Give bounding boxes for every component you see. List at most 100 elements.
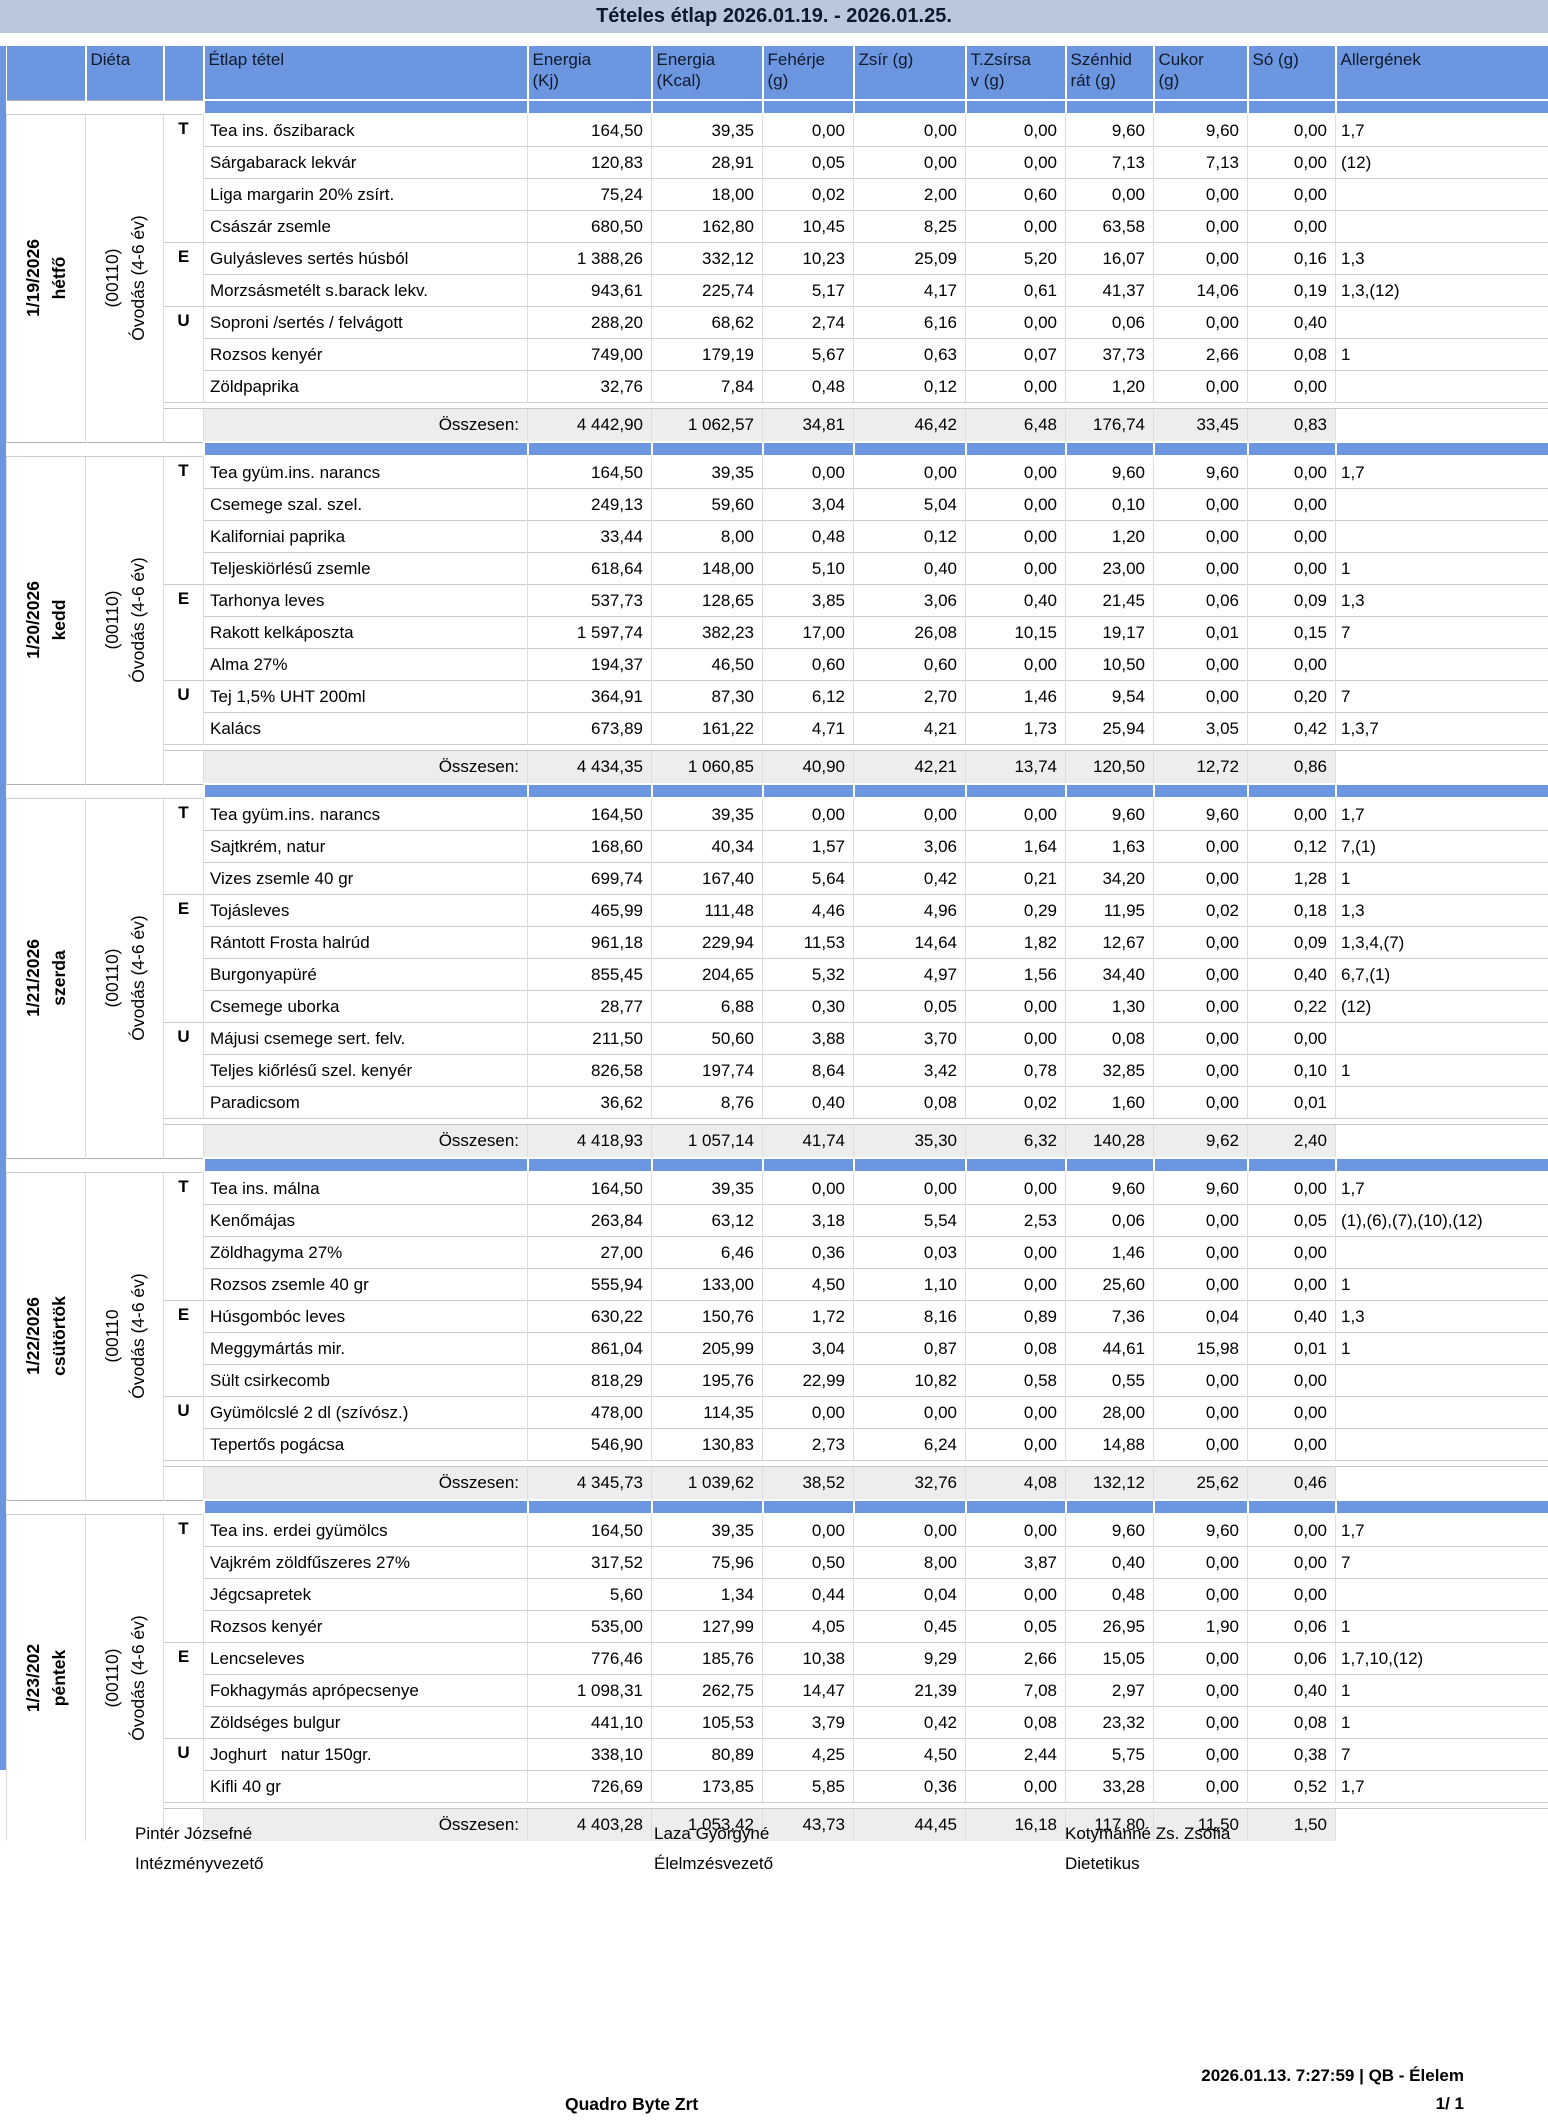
cell-cukor: 0,00 <box>1153 1578 1248 1611</box>
cell-zsir: 4,50 <box>853 1738 966 1771</box>
dieta-label: (00110 Óvodás (4-6 év) <box>101 1273 148 1399</box>
cell-szenhidrat: 25,60 <box>1065 1268 1154 1301</box>
cell-kj: 168,60 <box>527 830 652 863</box>
signature-role-2: Élelmzésvezető <box>654 1854 774 1873</box>
cell-cukor: 7,13 <box>1153 146 1248 179</box>
menu-row: Paradicsom 36,62 8,76 0,40 0,08 0,02 1,60 0,00 0… <box>7 1086 1548 1119</box>
cell-szenhidrat: 9,60 <box>1065 455 1154 489</box>
cell-kcal: 179,19 <box>651 338 763 371</box>
cell-kcal: 167,40 <box>651 862 763 895</box>
cell-so: 0,12 <box>1247 830 1336 863</box>
separator-bar <box>526 1499 652 1515</box>
menu-row: Alma 27% 194,37 46,50 0,60 0,60 0,00 10,50 0,00… <box>7 648 1548 681</box>
allergenek-cell <box>1335 1364 1548 1397</box>
menu-item-cell: Császár zsemle <box>203 210 528 243</box>
cell-kj: 338,10 <box>527 1738 652 1771</box>
separator-bar <box>1152 99 1248 115</box>
separator-bar <box>964 441 1066 457</box>
cell-so: 0,18 <box>1247 894 1336 927</box>
total-gap-cell <box>163 402 1548 409</box>
cell-szenhidrat: 23,32 <box>1065 1706 1154 1739</box>
cell-feherje: 17,00 <box>762 616 854 649</box>
cell-feherje: 4,71 <box>762 712 854 745</box>
total-gap-cell <box>163 1460 1548 1467</box>
menu-item-cell: Húsgombóc leves <box>203 1300 528 1333</box>
total-kj: 4 418,93 <box>527 1124 652 1158</box>
cell-so: 0,00 <box>1247 146 1336 179</box>
cell-zsir: 1,10 <box>853 1268 966 1301</box>
meal-type-cell: E <box>163 242 204 307</box>
menu-item-cell: Tea ins. erdei gyümölcs <box>203 1513 528 1547</box>
cell-szenhidrat: 34,20 <box>1065 862 1154 895</box>
separator-bar <box>852 1499 966 1515</box>
menu-row: Kaliforniai paprika 33,44 8,00 0,48 0,12 0,00… <box>7 520 1548 553</box>
allergenek-cell <box>1335 1086 1548 1119</box>
separator-bar <box>964 1499 1066 1515</box>
day-label-cell: 1/23/202 péntek <box>6 1513 86 1841</box>
allergenek-cell: 1,7 <box>1335 1513 1548 1547</box>
total-tzsirsav: 6,32 <box>965 1124 1066 1158</box>
cell-so: 0,19 <box>1247 274 1336 307</box>
cell-feherje: 14,47 <box>762 1674 854 1707</box>
cell-kj: 364,91 <box>527 680 652 713</box>
meal-type-cell: T <box>163 455 204 585</box>
separator-bar <box>1152 1157 1248 1173</box>
cell-szenhidrat: 19,17 <box>1065 616 1154 649</box>
separator-bar <box>1246 1499 1336 1515</box>
cell-kj: 441,10 <box>527 1706 652 1739</box>
menu-row: Csemege szal. szel. 249,13 59,60 3,04 5,04 0,… <box>7 488 1548 521</box>
total-feherje: 43,73 <box>762 1808 854 1841</box>
cell-feherje: 5,17 <box>762 274 854 307</box>
cell-cukor: 14,06 <box>1153 274 1248 307</box>
cell-kcal: 229,94 <box>651 926 763 959</box>
menu-row: Csemege uborka 28,77 6,88 0,30 0,05 0,00 1,30 0… <box>7 990 1548 1023</box>
cell-cukor: 0,00 <box>1153 552 1248 585</box>
cell-szenhidrat: 9,60 <box>1065 1171 1154 1205</box>
total-gap-cell <box>163 744 1548 751</box>
cell-szenhidrat: 0,10 <box>1065 488 1154 521</box>
total-gap-cell <box>163 1802 1548 1809</box>
separator-bar <box>202 1499 528 1515</box>
cell-szenhidrat: 0,08 <box>1065 1022 1154 1055</box>
col-header-energia-kcal: Energia (Kcal) <box>650 46 763 100</box>
separator-dieta-cell <box>85 1157 164 1172</box>
cell-szenhidrat: 0,55 <box>1065 1364 1154 1397</box>
cell-kj: 1 597,74 <box>527 616 652 649</box>
signature-role-3: Dietetikus <box>1065 1854 1140 1873</box>
col-header-item: Étlap tétel <box>202 46 528 100</box>
cell-kj: 1 388,26 <box>527 242 652 275</box>
separator-bar <box>1334 1499 1548 1515</box>
allergenek-cell: (12) <box>1335 990 1548 1023</box>
cell-feherje: 2,74 <box>762 306 854 339</box>
menu-row: Rozsos kenyér 535,00 127,99 4,05 0,45 0,05 26,… <box>7 1610 1548 1643</box>
cell-kj: 194,37 <box>527 648 652 681</box>
cell-zsir: 0,87 <box>853 1332 966 1365</box>
cell-so: 0,40 <box>1247 1300 1336 1333</box>
col-header-tzsirsav: T.Zsírsa v (g) <box>964 46 1066 100</box>
cell-so: 0,00 <box>1247 1546 1336 1579</box>
separator-meal-cell <box>163 1157 204 1172</box>
cell-kj: 465,99 <box>527 894 652 927</box>
cell-cukor: 0,00 <box>1153 1054 1248 1087</box>
cell-tzsirsav: 0,00 <box>965 306 1066 339</box>
cell-kcal: 50,60 <box>651 1022 763 1055</box>
menu-item-cell: Vajkrém zöldfűszeres 27% <box>203 1546 528 1579</box>
total-szenhidrat: 140,28 <box>1065 1124 1154 1158</box>
separator-day-cell <box>6 1157 86 1172</box>
day-separator <box>6 99 1548 115</box>
day-band: 1/21/2026 szerda (00110) Óvodás (4-6 év) T… <box>6 797 1548 1158</box>
total-zsir: 42,21 <box>853 750 966 784</box>
cell-kcal: 8,00 <box>651 520 763 553</box>
cell-so: 0,00 <box>1247 520 1336 553</box>
cell-kcal: 173,85 <box>651 1770 763 1803</box>
total-label-cell: Összesen: <box>203 1124 528 1158</box>
cell-kcal: 105,53 <box>651 1706 763 1739</box>
cell-kcal: 39,35 <box>651 1171 763 1205</box>
cell-tzsirsav: 0,00 <box>965 1428 1066 1461</box>
cell-tzsirsav: 1,64 <box>965 830 1066 863</box>
total-zsir: 46,42 <box>853 408 966 442</box>
cell-kcal: 111,48 <box>651 894 763 927</box>
cell-kj: 855,45 <box>527 958 652 991</box>
total-tzsirsav: 6,48 <box>965 408 1066 442</box>
cell-so: 0,00 <box>1247 113 1336 147</box>
